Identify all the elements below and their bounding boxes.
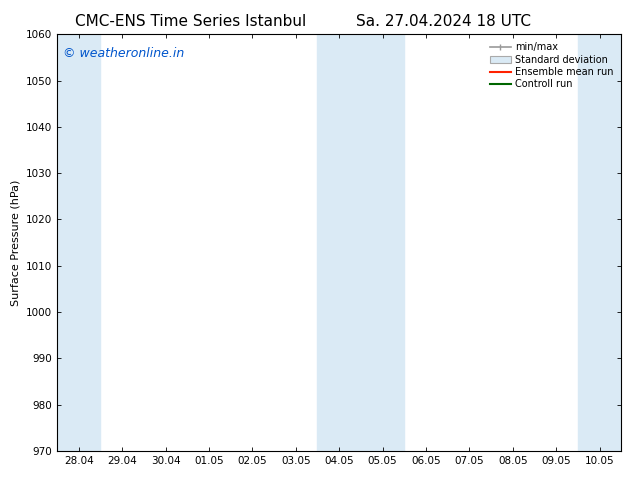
Legend: min/max, Standard deviation, Ensemble mean run, Controll run: min/max, Standard deviation, Ensemble me… [487, 39, 616, 92]
Bar [578, 34, 621, 451]
Bar [57, 34, 100, 451]
Text: © weatheronline.in: © weatheronline.in [63, 47, 184, 60]
Bar [318, 34, 404, 451]
Y-axis label: Surface Pressure (hPa): Surface Pressure (hPa) [10, 179, 20, 306]
Text: Sa. 27.04.2024 18 UTC: Sa. 27.04.2024 18 UTC [356, 14, 531, 29]
Text: CMC-ENS Time Series Istanbul: CMC-ENS Time Series Istanbul [75, 14, 306, 29]
